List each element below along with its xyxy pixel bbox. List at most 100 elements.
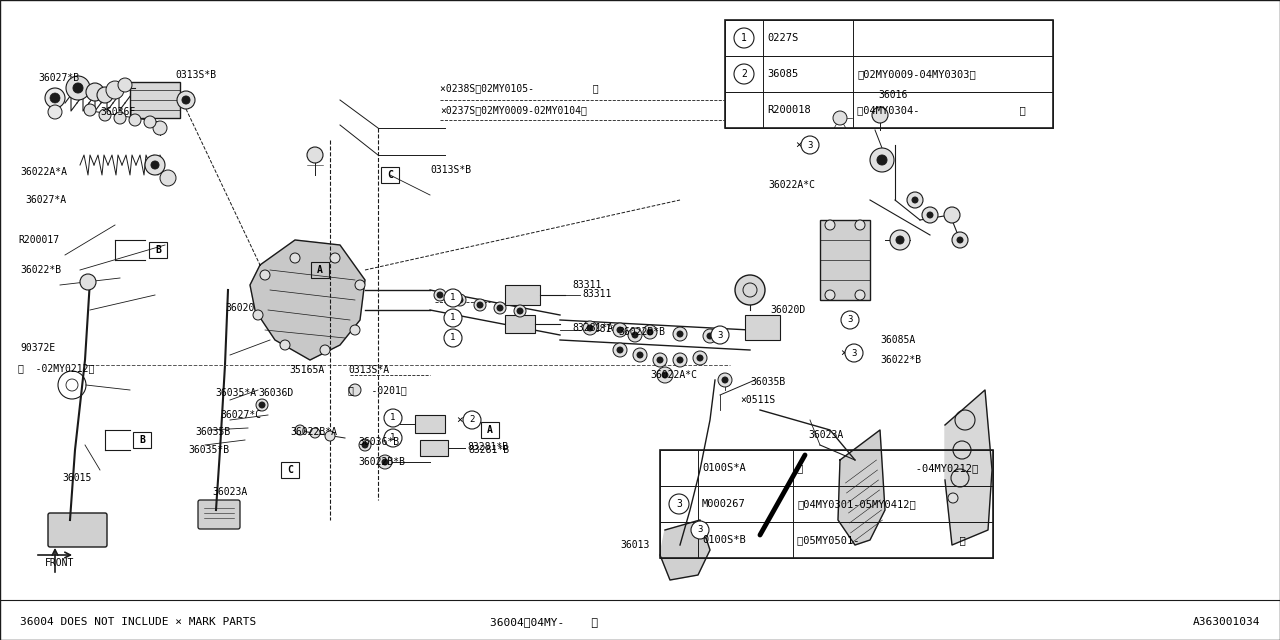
Text: 1: 1	[390, 433, 396, 442]
Circle shape	[801, 136, 819, 154]
Text: B: B	[140, 435, 145, 445]
Circle shape	[927, 212, 933, 218]
Polygon shape	[838, 430, 884, 545]
Circle shape	[826, 290, 835, 300]
Circle shape	[634, 348, 646, 362]
Bar	[660, 486, 794, 522]
Circle shape	[588, 325, 593, 331]
Text: 36023A: 36023A	[212, 487, 247, 497]
Text: ×: ×	[840, 348, 847, 358]
Text: 36036D: 36036D	[259, 388, 293, 398]
Circle shape	[291, 253, 300, 263]
Circle shape	[307, 147, 323, 163]
Circle shape	[114, 112, 125, 124]
Bar	[415, 415, 445, 433]
Text: 35165A: 35165A	[289, 365, 325, 375]
Circle shape	[384, 409, 402, 427]
Bar	[660, 450, 993, 558]
Circle shape	[355, 280, 365, 290]
Circle shape	[710, 326, 730, 344]
Circle shape	[957, 237, 963, 243]
Circle shape	[733, 28, 754, 48]
Circle shape	[669, 494, 689, 514]
Circle shape	[280, 340, 291, 350]
Text: 36023A: 36023A	[808, 430, 844, 440]
Bar	[660, 522, 794, 558]
Circle shape	[474, 299, 486, 311]
Circle shape	[154, 121, 166, 135]
Circle shape	[151, 161, 159, 169]
Text: 36022A*C: 36022A*C	[768, 180, 815, 190]
Circle shape	[613, 323, 627, 337]
Circle shape	[182, 96, 189, 104]
Circle shape	[477, 302, 483, 308]
Bar	[660, 522, 698, 558]
Circle shape	[657, 357, 663, 363]
Text: 36036*B: 36036*B	[358, 437, 399, 447]
Circle shape	[259, 402, 265, 408]
Bar	[724, 92, 763, 128]
Text: 36013: 36013	[620, 540, 649, 550]
Circle shape	[896, 236, 904, 244]
Circle shape	[454, 294, 466, 306]
Text: 36085A: 36085A	[881, 335, 915, 345]
Text: 2: 2	[741, 69, 748, 79]
Text: 1: 1	[451, 314, 456, 323]
Bar	[724, 92, 1053, 128]
Text: 0100S*B: 0100S*B	[701, 535, 746, 545]
Text: 36004（04MY-    ）: 36004（04MY- ）	[490, 617, 598, 627]
Text: 36022A*A: 36022A*A	[20, 167, 67, 177]
Text: 36022B*A: 36022B*A	[291, 427, 337, 437]
Circle shape	[628, 328, 643, 342]
Text: 36015: 36015	[61, 473, 91, 483]
Bar	[724, 20, 763, 56]
Circle shape	[643, 325, 657, 339]
Text: 3: 3	[717, 330, 723, 339]
Text: C: C	[387, 170, 393, 180]
Text: 3: 3	[851, 349, 856, 358]
Circle shape	[833, 111, 847, 125]
Circle shape	[436, 292, 443, 298]
Circle shape	[177, 91, 195, 109]
Circle shape	[444, 289, 462, 307]
Circle shape	[517, 308, 524, 314]
Bar	[481, 422, 499, 438]
Text: 36027*B: 36027*B	[38, 73, 79, 83]
Text: ×0237S（02MY0009-02MY0104）: ×0237S（02MY0009-02MY0104）	[440, 105, 586, 115]
Circle shape	[722, 377, 728, 383]
Circle shape	[908, 192, 923, 208]
Circle shape	[582, 321, 596, 335]
Circle shape	[673, 353, 687, 367]
Text: 1: 1	[451, 294, 456, 303]
Bar	[724, 56, 852, 92]
Circle shape	[99, 109, 111, 121]
Text: 36035*B: 36035*B	[188, 445, 229, 455]
Bar	[420, 440, 448, 456]
Text: A: A	[317, 265, 323, 275]
Text: 83281*B: 83281*B	[468, 445, 509, 455]
Text: 36016: 36016	[878, 90, 908, 100]
Text: ×: ×	[795, 140, 801, 150]
Text: 36035B: 36035B	[195, 427, 230, 437]
Text: 36022*B: 36022*B	[20, 265, 61, 275]
Circle shape	[617, 327, 623, 333]
Circle shape	[497, 305, 503, 311]
Bar	[724, 20, 1053, 128]
Circle shape	[515, 305, 526, 317]
Text: 36085: 36085	[767, 69, 799, 79]
Text: 36022*B: 36022*B	[881, 355, 922, 365]
Bar	[660, 486, 698, 522]
Text: 83281*A: 83281*A	[572, 323, 613, 333]
Circle shape	[922, 207, 938, 223]
Text: 1: 1	[451, 333, 456, 342]
Bar	[282, 462, 300, 478]
Bar	[506, 315, 535, 333]
Circle shape	[657, 367, 673, 383]
Circle shape	[45, 88, 65, 108]
Circle shape	[457, 297, 463, 303]
Text: 83281*A: 83281*A	[582, 324, 623, 334]
Circle shape	[845, 344, 863, 362]
Circle shape	[444, 329, 462, 347]
Circle shape	[677, 331, 684, 337]
Text: B: B	[155, 245, 161, 255]
